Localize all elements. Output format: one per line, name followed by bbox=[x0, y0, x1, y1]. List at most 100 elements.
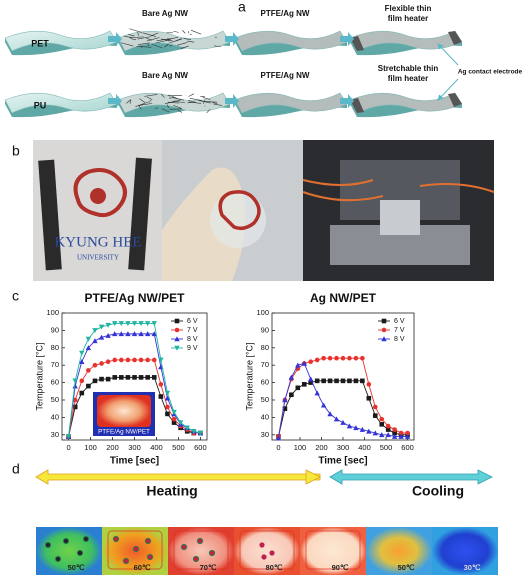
heating-arrow bbox=[305, 469, 321, 485]
marker bbox=[372, 413, 378, 418]
inset-label: PTFE/Ag NW/PET bbox=[98, 429, 150, 436]
electrode bbox=[448, 31, 462, 45]
photo-text: KYUNG HEE bbox=[54, 234, 141, 250]
marker bbox=[295, 362, 301, 368]
marker bbox=[164, 395, 171, 401]
nanowire bbox=[187, 40, 195, 43]
thermal-image bbox=[234, 527, 300, 575]
marker bbox=[392, 430, 397, 436]
nanowire bbox=[146, 37, 160, 42]
y-tick-label: 60 bbox=[261, 378, 269, 387]
marker bbox=[98, 324, 105, 330]
nanowire bbox=[138, 105, 142, 110]
marker bbox=[79, 378, 85, 384]
y-tick-label: 100 bbox=[46, 308, 59, 317]
hot-spot bbox=[62, 537, 70, 545]
nanowire bbox=[137, 32, 140, 36]
legend-label: 9 V bbox=[187, 345, 198, 352]
process-arrow bbox=[225, 94, 239, 108]
temperature-label: 50℃ bbox=[398, 563, 415, 572]
step-label: film heater bbox=[388, 74, 428, 83]
marker bbox=[404, 433, 411, 439]
heater-area bbox=[107, 530, 163, 570]
y-axis-label: Temperature [°C] bbox=[34, 342, 44, 410]
hot-spot bbox=[192, 555, 200, 563]
nanowire bbox=[189, 97, 203, 101]
x-tick-label: 0 bbox=[276, 443, 280, 452]
marker bbox=[158, 357, 164, 363]
nanowire bbox=[142, 32, 156, 37]
nanowire bbox=[150, 32, 159, 37]
nanowire bbox=[154, 107, 159, 109]
x-tick-label: 100 bbox=[294, 443, 307, 452]
marker bbox=[174, 318, 180, 324]
substrate-label: PET bbox=[31, 38, 49, 48]
nanowire bbox=[182, 30, 186, 34]
marker bbox=[92, 338, 98, 344]
nanowire bbox=[167, 37, 170, 42]
nanowire bbox=[147, 43, 149, 47]
marker bbox=[346, 423, 353, 429]
marker bbox=[72, 397, 78, 403]
electrode bbox=[448, 93, 462, 107]
nanowire bbox=[120, 42, 134, 47]
nanowire bbox=[212, 102, 218, 105]
x-tick-label: 200 bbox=[315, 443, 328, 452]
marker bbox=[144, 321, 151, 327]
thermal-image bbox=[168, 527, 234, 575]
y-tick-label: 60 bbox=[51, 378, 59, 387]
marker bbox=[327, 378, 333, 384]
temperature-label: 50℃ bbox=[68, 563, 85, 572]
hot-spot bbox=[82, 535, 90, 543]
marker bbox=[301, 360, 307, 366]
legend-label: 7 V bbox=[187, 327, 198, 334]
marker bbox=[398, 433, 404, 439]
marker bbox=[72, 378, 78, 384]
marker bbox=[86, 368, 91, 373]
x-tick-label: 500 bbox=[380, 443, 393, 452]
marker bbox=[92, 328, 98, 334]
hot-spot bbox=[76, 549, 84, 557]
marker bbox=[165, 404, 170, 410]
marker bbox=[308, 359, 314, 365]
marker bbox=[327, 355, 333, 361]
marker bbox=[92, 378, 98, 384]
nanowire bbox=[129, 28, 143, 33]
cooling-label: Cooling bbox=[412, 483, 464, 499]
process-arrow bbox=[108, 32, 122, 46]
marker bbox=[314, 390, 320, 396]
nanowire bbox=[136, 45, 152, 48]
chart-title: Ag NW/PET bbox=[310, 291, 377, 305]
nanowire bbox=[202, 97, 211, 100]
marker bbox=[392, 427, 397, 432]
electrode-strip bbox=[38, 159, 62, 271]
marker bbox=[372, 404, 378, 410]
marker bbox=[112, 375, 118, 380]
marker bbox=[112, 321, 118, 327]
nanowire bbox=[203, 100, 205, 104]
nanowire bbox=[148, 99, 152, 103]
sheet-edge bbox=[5, 38, 117, 56]
nanowire bbox=[137, 42, 150, 45]
process-arrow bbox=[340, 94, 354, 108]
marker bbox=[145, 357, 150, 363]
nanowire bbox=[163, 43, 170, 48]
marker bbox=[308, 380, 314, 385]
legend-label: 8 V bbox=[394, 336, 405, 343]
nanowire bbox=[167, 101, 179, 104]
inset-image bbox=[97, 395, 151, 427]
y-tick-label: 40 bbox=[51, 412, 59, 421]
y-tick-label: 70 bbox=[51, 360, 59, 369]
panel-b: KYUNG HEE UNIVERSITY bbox=[33, 140, 495, 281]
marker bbox=[151, 321, 157, 327]
sheet-edge bbox=[235, 100, 347, 118]
hot-spot bbox=[259, 542, 265, 548]
nanowire bbox=[180, 45, 189, 49]
marker bbox=[174, 327, 180, 333]
nanowire bbox=[173, 104, 183, 109]
cooling-arrow bbox=[329, 469, 493, 485]
marker bbox=[177, 420, 184, 426]
temperature-label: 80℃ bbox=[266, 563, 283, 572]
x-tick-label: 600 bbox=[401, 443, 414, 452]
photo-text: UNIVERSITY bbox=[77, 254, 119, 262]
